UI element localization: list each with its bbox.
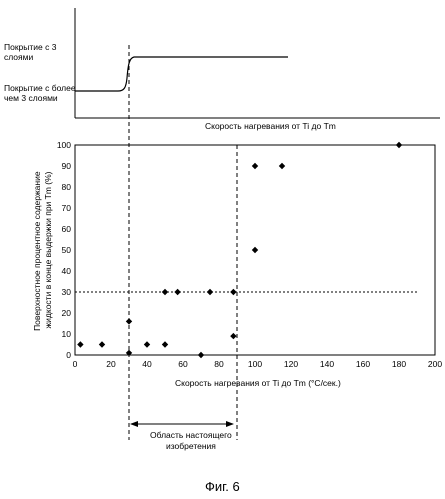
data-point bbox=[278, 162, 286, 170]
data-point bbox=[125, 318, 133, 325]
upper-level-label: Покрытие с 3 слоями bbox=[4, 42, 59, 62]
data-point bbox=[143, 341, 151, 348]
x-tick-label: 100 bbox=[248, 359, 262, 369]
y-tick-label: 0 bbox=[66, 350, 71, 360]
plot-frame bbox=[74, 144, 436, 356]
y-tick-label: 30 bbox=[62, 287, 72, 297]
x-tick-label: 180 bbox=[392, 359, 406, 369]
x-tick-label: 140 bbox=[320, 359, 334, 369]
lower-level-label: Покрытие с более чем 3 слоями bbox=[4, 83, 78, 103]
data-point bbox=[395, 141, 403, 149]
data-point bbox=[197, 351, 205, 359]
y-tick-label: 10 bbox=[62, 329, 72, 339]
schematic-transition-curve bbox=[75, 56, 288, 92]
x-tick-label: 0 bbox=[73, 359, 78, 369]
figure-caption: Фиг. 6 bbox=[205, 479, 240, 494]
data-point bbox=[206, 288, 214, 296]
x-tick-label: 60 bbox=[178, 359, 188, 369]
y-tick-label: 50 bbox=[62, 245, 72, 255]
data-point bbox=[174, 288, 181, 296]
region-label: Область настоящего изобретения bbox=[150, 430, 234, 451]
y-tick-label: 60 bbox=[62, 224, 72, 234]
y-tick-labels: 0 10 20 30 40 50 60 70 80 90 100 bbox=[57, 140, 71, 360]
y-tick-label: 20 bbox=[62, 308, 72, 318]
y-tick-label: 100 bbox=[57, 140, 71, 150]
x-tick-label: 80 bbox=[214, 359, 224, 369]
reference-lines bbox=[75, 45, 418, 440]
data-point bbox=[251, 162, 259, 170]
x-tick-label: 160 bbox=[356, 359, 370, 369]
scatter-chart: 0 20 40 60 80 100 120 140 160 180 200 0 10 20 30 40 50 6… bbox=[32, 45, 442, 451]
y-tick-label: 40 bbox=[62, 266, 72, 276]
x-tick-label: 20 bbox=[106, 359, 116, 369]
y-axis-label: Поверхностное процентное содержание жидк… bbox=[32, 169, 53, 331]
x-tick-label: 40 bbox=[142, 359, 152, 369]
data-point bbox=[161, 288, 169, 296]
data-point bbox=[77, 341, 84, 348]
y-tick-label: 80 bbox=[62, 182, 72, 192]
data-point bbox=[161, 341, 169, 348]
data-point bbox=[98, 341, 106, 348]
x-tick-labels: 0 20 40 60 80 100 120 140 160 180 200 bbox=[73, 359, 443, 369]
schematic-x-axis-label: Скорость нагревания от Ti до Tm bbox=[205, 121, 336, 131]
data-point bbox=[125, 349, 133, 357]
y-tick-label: 70 bbox=[62, 203, 72, 213]
data-point bbox=[230, 288, 237, 296]
y-tick-label: 90 bbox=[62, 161, 72, 171]
data-point bbox=[251, 246, 259, 254]
x-tick-label: 200 bbox=[428, 359, 442, 369]
x-tick-label: 120 bbox=[284, 359, 298, 369]
data-points bbox=[77, 141, 403, 359]
data-point bbox=[230, 332, 237, 340]
schematic-chart: Покрытие с 3 слоями Покрытие с более чем… bbox=[4, 8, 440, 131]
x-axis-label: Скорость нагревания от Ti до Tm (°C/сек.… bbox=[175, 378, 341, 388]
